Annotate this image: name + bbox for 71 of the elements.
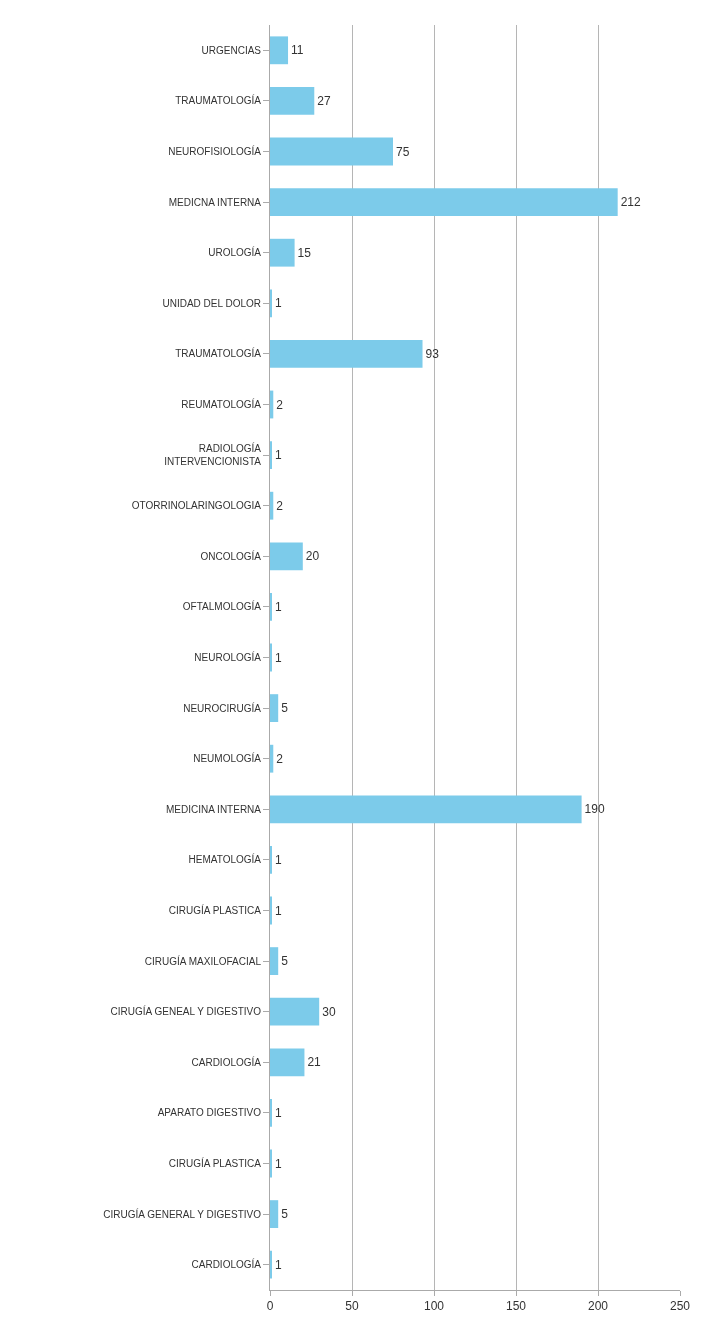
- bar: [270, 36, 289, 65]
- x-tick-label: 250: [669, 1299, 691, 1314]
- y-tick-label: MEDICINA INTERNA: [165, 803, 262, 815]
- x-tick-label: 0: [266, 1299, 274, 1314]
- y-tick-label: NEUMOLOGÍA: [193, 752, 262, 765]
- bar: [270, 188, 618, 217]
- x-tick-label: 50: [345, 1299, 359, 1314]
- y-tick-label: NEUROCIRUGÍA: [183, 701, 262, 714]
- y-tick-label: MEDICNA INTERNA: [168, 196, 262, 208]
- x-tick-label: 150: [505, 1299, 527, 1314]
- data-label: 1: [275, 852, 282, 867]
- bar: [270, 1200, 279, 1229]
- y-tick-label: APARATO DIGESTIVO: [157, 1107, 262, 1119]
- data-label: 93: [425, 346, 440, 361]
- y-tick-label: CIRUGÍA GENERAL Y DIGESTIVO: [103, 1207, 262, 1220]
- bar: [270, 238, 295, 267]
- x-tick-label: 100: [423, 1299, 445, 1314]
- y-tick-label: NEUROLOGÍA: [194, 651, 262, 663]
- y-tick-label: CIRUGÍA MAXILOFACIAL: [144, 954, 262, 967]
- bar: [270, 339, 423, 368]
- y-tick-label: CIRUGÍA PLASTICA: [168, 904, 262, 916]
- data-label: 5: [281, 954, 289, 969]
- bar: [270, 86, 315, 115]
- y-tick-label: ONCOLOGÍA: [200, 549, 262, 562]
- y-tick-label: HEMATOLOGÍA: [188, 853, 262, 866]
- y-tick-label: CIRUGÍA PLASTICA: [168, 1157, 262, 1169]
- y-tick-label: TRAUMATOLOGÍA: [175, 94, 262, 107]
- bar: [270, 1048, 305, 1077]
- data-label: 1: [275, 448, 282, 463]
- data-label: 15: [297, 245, 312, 260]
- bar: [270, 542, 303, 571]
- data-label: 212: [620, 195, 642, 210]
- y-tick-label: UROLOGÍA: [208, 246, 262, 259]
- bar: [270, 694, 279, 723]
- bar: [270, 997, 320, 1026]
- data-label: 1: [275, 1156, 282, 1171]
- bar: [270, 744, 274, 773]
- data-label: 30: [322, 1004, 336, 1019]
- data-label: 2: [276, 751, 284, 766]
- bar: [270, 947, 279, 976]
- bar: [270, 137, 393, 166]
- y-tick-label: CARDIOLOGÍA: [191, 1055, 262, 1068]
- data-label: 1: [275, 1257, 282, 1272]
- data-label: 21: [307, 1055, 322, 1070]
- data-label: 1: [275, 296, 282, 311]
- y-tick-label: NEUROFISIOLOGÍA: [168, 145, 262, 157]
- y-tick-label: RADIOLOGÍA INTERVENCIONISTA: [164, 442, 262, 468]
- data-label: 11: [291, 43, 304, 58]
- data-label: 1: [275, 599, 282, 614]
- y-tick-label: CIRUGÍA GENEAL Y DIGESTIVO: [110, 1005, 262, 1018]
- data-label: 75: [396, 144, 410, 159]
- data-label: 1: [275, 650, 282, 665]
- y-tick-label: UNIDAD DEL DOLOR: [162, 297, 261, 309]
- data-label: 2: [276, 498, 284, 513]
- y-tick-label: OTORRINOLARINGOLOGIA: [131, 500, 262, 512]
- x-tick-label: 200: [587, 1299, 609, 1314]
- data-label: 5: [281, 1207, 289, 1222]
- data-label: 2: [276, 397, 284, 412]
- bar: [270, 795, 582, 824]
- y-tick-label: OFTALMOLOGÍA: [182, 600, 262, 613]
- y-tick-label: TRAUMATOLOGÍA: [175, 347, 262, 360]
- data-label: 1: [275, 1105, 282, 1120]
- y-tick-label: URGENCIAS: [201, 44, 262, 56]
- data-label: 190: [584, 802, 605, 817]
- data-label: 27: [317, 93, 331, 108]
- bar: [270, 491, 274, 520]
- data-label: 1: [275, 903, 282, 918]
- data-label: 20: [305, 549, 320, 564]
- data-label: 5: [281, 701, 289, 716]
- y-tick-label: CARDIOLOGÍA: [191, 1258, 262, 1271]
- y-tick-label: REUMATOLOGÍA: [181, 398, 262, 410]
